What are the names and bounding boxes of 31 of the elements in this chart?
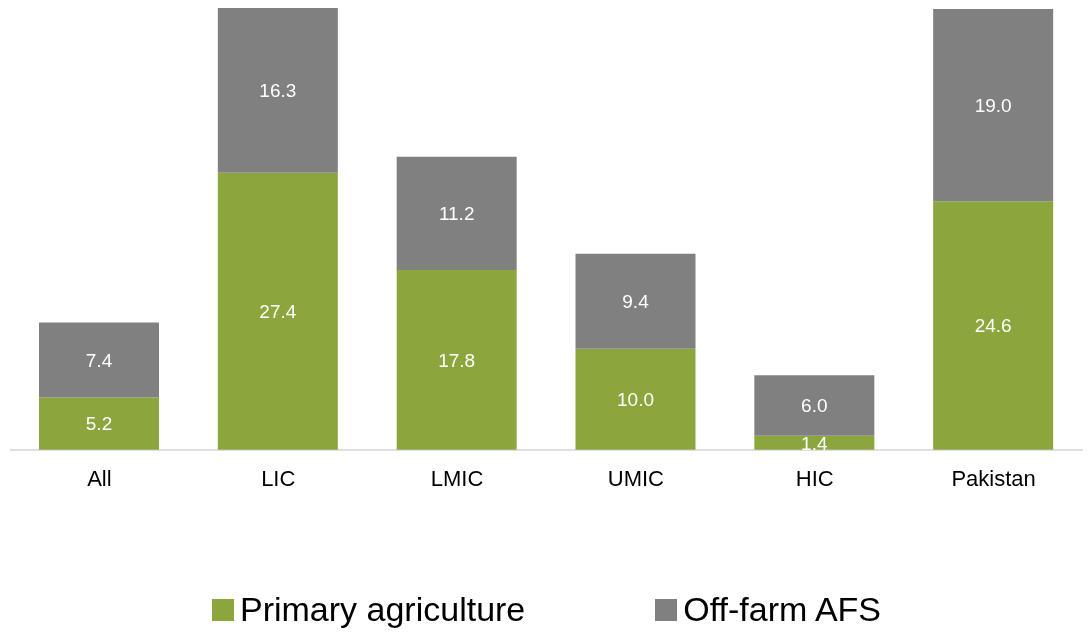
- data-label: 7.4: [85, 349, 113, 371]
- data-label: 16.3: [259, 80, 297, 102]
- x-tick-label: All: [87, 465, 112, 491]
- bar: [933, 9, 1054, 202]
- bar: [575, 253, 696, 349]
- x-tick-label: LIC: [261, 465, 296, 491]
- data-label: 5.2: [85, 413, 113, 435]
- legend-label: Primary agriculture: [239, 590, 526, 629]
- bar: [396, 269, 517, 450]
- bar: [39, 322, 159, 398]
- bar: [217, 8, 338, 173]
- data-label: 17.8: [438, 349, 476, 371]
- bar: [39, 397, 159, 450]
- bar: [217, 172, 338, 450]
- x-tick-label: HIC: [795, 465, 834, 491]
- bar: [396, 156, 517, 270]
- data-label: 1.4: [801, 432, 828, 454]
- data-label: 10.0: [617, 389, 654, 411]
- legend-label: Off-farm AFS: [683, 590, 882, 629]
- x-tick-label: LMIC: [430, 465, 484, 491]
- data-label: 27.4: [259, 301, 297, 323]
- data-label: 19.0: [974, 94, 1012, 116]
- data-label: 24.6: [974, 315, 1012, 337]
- x-tick-label: UMIC: [607, 465, 665, 491]
- x-tick-label: Pakistan: [951, 465, 1036, 491]
- bar: [754, 375, 875, 436]
- bar: [933, 201, 1054, 450]
- data-label: 6.0: [801, 395, 828, 417]
- bar: [575, 348, 696, 450]
- data-label: 11.2: [438, 203, 475, 225]
- data-label: 9.4: [622, 291, 650, 313]
